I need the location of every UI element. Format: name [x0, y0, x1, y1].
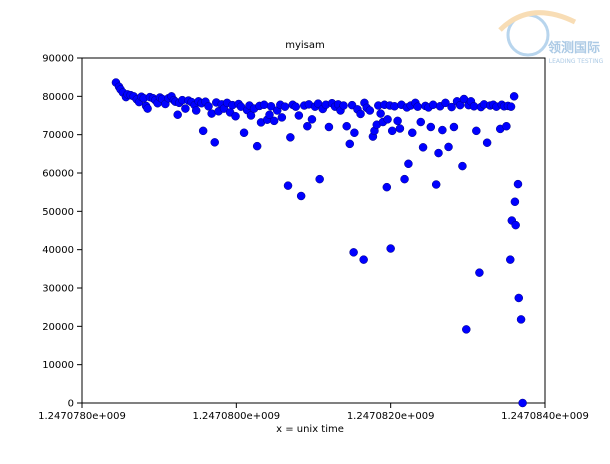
data-point	[416, 117, 426, 127]
data-point	[518, 398, 527, 408]
data-point	[359, 255, 368, 264]
data-point	[393, 116, 402, 126]
logo-swoosh	[498, 10, 577, 32]
y-tick-label: 60000	[42, 169, 74, 180]
data-point	[455, 100, 465, 110]
data-point	[210, 138, 219, 147]
data-point	[449, 122, 459, 132]
data-point	[509, 92, 519, 101]
data-point	[510, 197, 520, 206]
y-tick-label: 90000	[42, 54, 74, 65]
data-point	[191, 106, 201, 115]
data-point	[444, 142, 453, 152]
data-point	[431, 180, 441, 189]
data-point	[294, 111, 304, 120]
data-point	[408, 128, 417, 137]
data-point	[173, 110, 182, 119]
data-point	[265, 110, 274, 119]
data-point	[252, 141, 262, 151]
watermark-text: 领测国际	[548, 40, 600, 56]
y-tick-label: 20000	[42, 322, 74, 333]
data-point	[390, 102, 399, 111]
data-point	[502, 121, 511, 131]
y-tick-label: 80000	[42, 92, 74, 103]
data-point	[511, 220, 520, 230]
data-point	[458, 161, 467, 171]
data-point	[387, 126, 397, 136]
y-tick-label: 10000	[42, 360, 74, 371]
data-point	[239, 128, 249, 137]
data-point	[324, 122, 334, 132]
data-point	[280, 102, 290, 111]
data-point	[307, 115, 317, 124]
data-point	[434, 148, 443, 158]
data-point	[356, 109, 365, 119]
data-point	[441, 98, 450, 108]
data-point	[428, 100, 438, 110]
data-point	[413, 102, 422, 111]
data-point	[514, 293, 524, 303]
data-point	[426, 122, 436, 132]
watermark-logo: 领测国际 LEADING TESTING	[498, 10, 604, 65]
data-point	[447, 102, 456, 112]
data-point	[266, 102, 276, 111]
y-tick-label: 30000	[42, 284, 74, 295]
data-point	[350, 128, 359, 137]
data-point	[283, 181, 293, 190]
watermark-subtext: LEADING TESTING	[549, 58, 604, 65]
data-point	[472, 126, 481, 136]
data-point	[506, 102, 516, 111]
data-point	[286, 133, 295, 142]
x-tick-label: 1.2470820e+009	[347, 411, 435, 422]
data-point	[259, 100, 269, 110]
data-point	[296, 191, 306, 201]
data-point	[365, 106, 375, 115]
data-point	[404, 159, 413, 169]
x-axis-label: x = unix time	[276, 424, 344, 435]
data-point	[438, 125, 447, 135]
data-point	[198, 126, 208, 136]
x-tick-label: 1.2470800e+009	[192, 411, 280, 422]
data-point	[482, 138, 492, 147]
data-point	[462, 325, 471, 334]
data-point	[277, 113, 287, 122]
chart-title: myisam	[285, 40, 325, 51]
x-tick-label: 1.2470840e+009	[501, 411, 589, 422]
data-point	[400, 174, 409, 184]
data-point	[315, 174, 324, 184]
data-point	[342, 121, 351, 131]
data-point	[475, 268, 484, 277]
data-point	[345, 139, 355, 149]
plot-frame	[81, 57, 546, 404]
data-point	[204, 102, 213, 111]
data-point	[506, 255, 515, 264]
y-tick-label: 70000	[42, 130, 74, 141]
data-point	[386, 244, 395, 253]
x-tick-label: 1.2470780e+009	[38, 411, 126, 422]
data-point	[349, 248, 358, 257]
data-point	[303, 121, 312, 131]
data-point	[143, 104, 152, 113]
data-point	[181, 104, 190, 113]
y-tick-label: 50000	[42, 207, 74, 218]
data-point	[395, 124, 405, 133]
data-point	[383, 115, 392, 124]
data-point	[269, 116, 279, 126]
y-tick-label: 0	[68, 399, 74, 410]
data-point	[291, 102, 301, 111]
data-point	[513, 179, 523, 189]
data-point	[382, 182, 392, 192]
data-point	[231, 112, 240, 121]
data-point	[516, 315, 526, 324]
data-point	[418, 143, 428, 152]
data-point	[339, 101, 348, 110]
data-point	[376, 109, 385, 118]
y-tick-label: 40000	[42, 245, 74, 256]
